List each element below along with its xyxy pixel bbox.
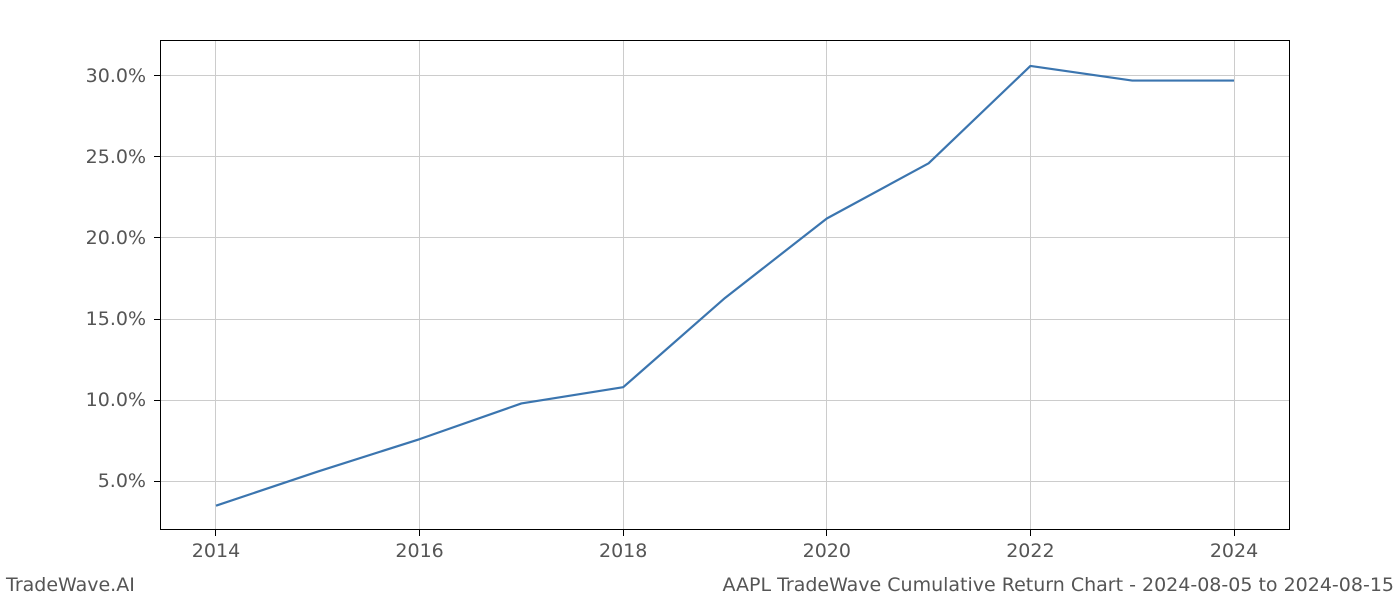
line-series-cumulative-return [216,66,1234,506]
xtick-label: 2024 [1210,540,1258,562]
ytick-label: 20.0% [86,227,146,249]
xtick-label: 2020 [803,540,851,562]
ytick-label: 15.0% [86,308,146,330]
ytick-label: 5.0% [98,470,146,492]
ytick-label: 25.0% [86,146,146,168]
footer-right-caption: AAPL TradeWave Cumulative Return Chart -… [722,574,1394,596]
ytick-label: 10.0% [86,389,146,411]
xtick-label: 2016 [395,540,443,562]
xtick-label: 2022 [1006,540,1054,562]
line-series-layer [0,0,1400,600]
xtick-label: 2018 [599,540,647,562]
chart-container: { "chart": { "type": "line", "canvas": {… [0,0,1400,600]
ytick-label: 30.0% [86,65,146,87]
xtick-label: 2014 [192,540,240,562]
footer-left-brand: TradeWave.AI [6,574,135,596]
